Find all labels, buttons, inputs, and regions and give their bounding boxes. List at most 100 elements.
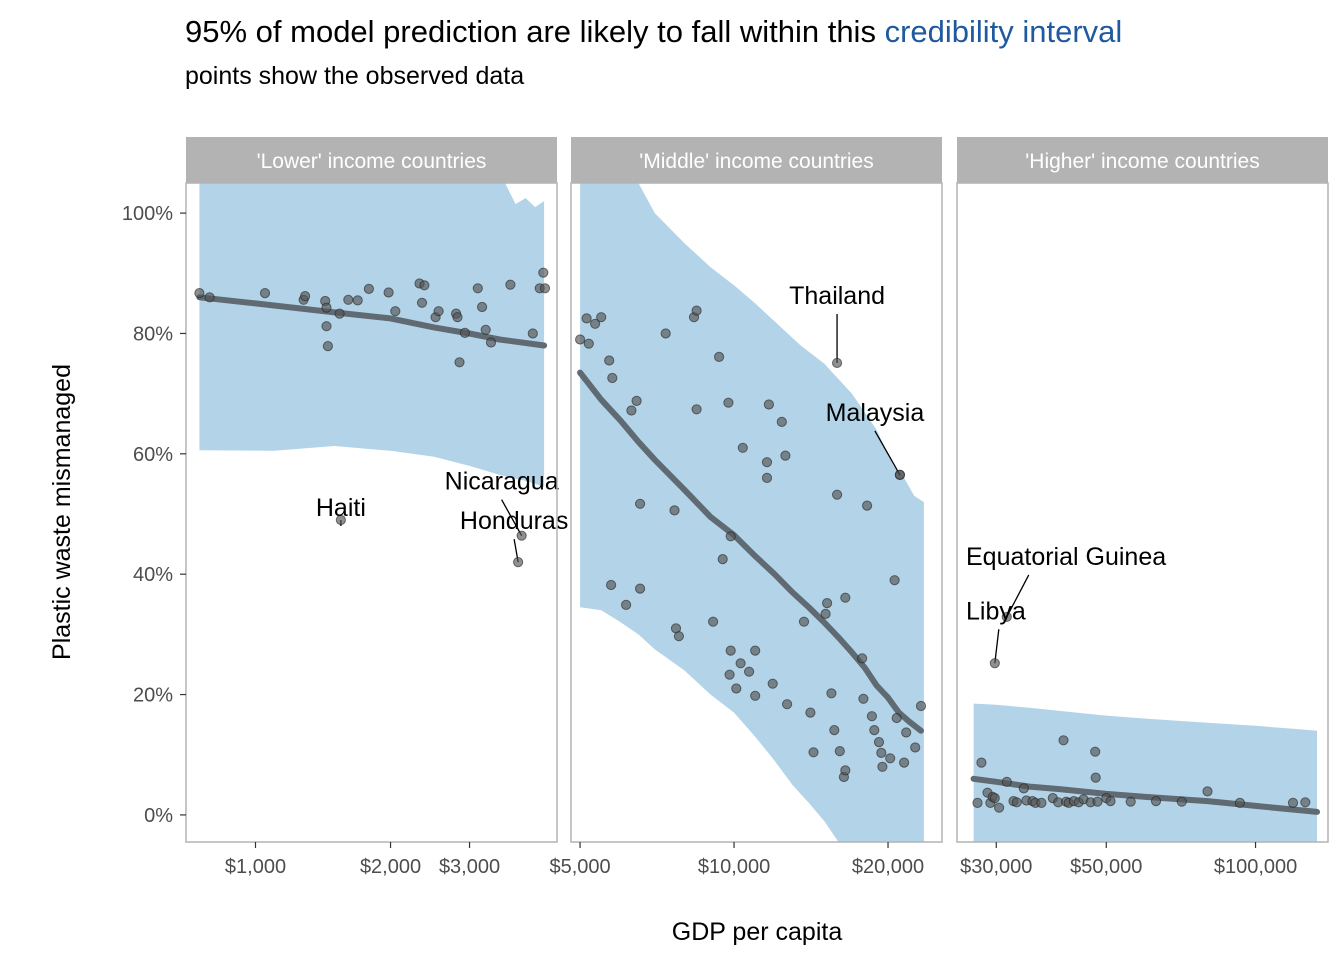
data-point [480, 324, 491, 335]
point-label: Thailand [789, 282, 885, 310]
data-point [383, 287, 394, 298]
y-axis-title: Plastic waste mismanaged [48, 364, 76, 660]
labeled-point [831, 357, 843, 369]
data-point [876, 747, 887, 759]
x-tick-label: $1,000 [225, 856, 286, 878]
data-point [891, 712, 902, 724]
data-point [1001, 776, 1012, 787]
data-point [452, 312, 463, 323]
credibility-ribbon [199, 183, 545, 487]
x-tick-label: $10,000 [698, 856, 770, 878]
label-leader-line [501, 499, 523, 536]
point-label: Equatorial Guinea [966, 543, 1166, 571]
x-tick-label: $100,000 [1214, 856, 1297, 878]
data-point [798, 616, 810, 627]
data-point [1125, 796, 1136, 807]
y-tick-label: 40% [133, 564, 173, 586]
data-point [714, 351, 725, 362]
labeled-point [335, 514, 346, 526]
labeled-point [513, 557, 524, 568]
data-point [204, 292, 215, 303]
data-point [972, 797, 983, 809]
data-point [1036, 797, 1047, 809]
data-point [869, 725, 880, 736]
data-point [862, 500, 873, 511]
data-point [820, 608, 831, 620]
data-point [822, 598, 833, 609]
data-point [322, 341, 333, 352]
data-point [635, 583, 646, 594]
data-point [724, 669, 735, 680]
data-point [539, 283, 551, 294]
data-point [808, 747, 819, 758]
data-point [744, 666, 755, 677]
data-point [1287, 797, 1299, 809]
facet-strip [186, 137, 557, 183]
data-point [477, 301, 488, 313]
data-point [899, 757, 910, 768]
data-point [691, 305, 702, 316]
data-point [901, 727, 912, 738]
data-point [1058, 735, 1069, 746]
data-point [866, 711, 878, 722]
y-tick-label: 80% [133, 323, 173, 345]
point-label: Malaysia [826, 399, 925, 427]
data-point [994, 802, 1005, 813]
data-point [300, 291, 311, 302]
data-point [776, 416, 787, 427]
data-point [363, 283, 374, 294]
chart-subtitle: points show the observed data [185, 62, 524, 90]
trend-line [577, 369, 924, 734]
data-point [259, 288, 271, 299]
data-point [454, 357, 465, 368]
label-leader-line [994, 629, 1000, 664]
data-point [761, 472, 773, 483]
data-point [723, 397, 734, 408]
data-point [1090, 772, 1101, 783]
data-point [782, 699, 793, 710]
data-point [737, 442, 748, 453]
data-point [725, 645, 736, 656]
data-point [390, 306, 401, 317]
data-point [459, 327, 470, 338]
data-point [976, 757, 987, 768]
facet-strip-label: 'Higher' income countries [1025, 150, 1259, 173]
x-tick-label: $2,000 [360, 856, 421, 878]
data-point [626, 405, 637, 416]
x-tick-label: $5,000 [549, 856, 610, 878]
data-point [194, 288, 205, 299]
data-point [1105, 796, 1116, 807]
chart-title-highlight: credibility interval [885, 14, 1123, 49]
data-point [834, 746, 845, 757]
x-tick-label: $20,000 [852, 856, 924, 878]
data-point [1011, 797, 1022, 808]
chart-title: 95% of model prediction are likely to fa… [185, 14, 1122, 49]
x-tick-label: $3,000 [439, 856, 500, 878]
data-point [725, 531, 736, 542]
credibility-ribbon [580, 183, 924, 842]
data-point [763, 399, 775, 410]
data-point [581, 313, 592, 324]
data-point [885, 753, 896, 764]
labeled-point [989, 658, 1000, 669]
data-point [858, 693, 869, 704]
data-point [691, 404, 702, 415]
data-point [673, 631, 685, 642]
y-tick-label: 0% [144, 805, 173, 827]
data-point [780, 450, 791, 461]
labeled-point [516, 530, 527, 541]
panel-border [570, 182, 943, 843]
data-point [889, 575, 900, 586]
data-point [1234, 797, 1246, 809]
data-point [1018, 783, 1029, 794]
facet-strip [571, 137, 942, 183]
facet-strip [957, 137, 1328, 183]
data-point [877, 761, 888, 772]
data-point [840, 592, 851, 603]
facet-strip-label: 'Middle' income countries [639, 150, 873, 173]
data-point [915, 700, 927, 712]
facet-panel: 'Lower' income countries Haiti Nicaragua Ho… [185, 137, 568, 878]
data-point [1300, 797, 1311, 808]
y-axis: 0% 20% 40% 60% 80% 100% [122, 203, 186, 827]
